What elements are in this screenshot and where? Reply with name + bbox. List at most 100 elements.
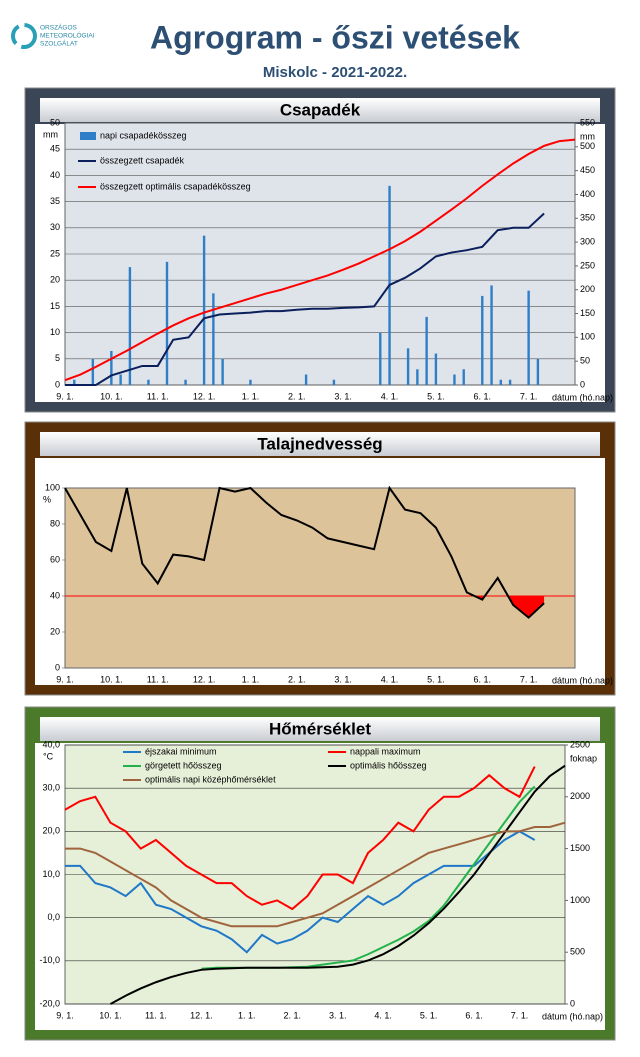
logo-text: METEOROLÓGIAI <box>40 31 95 40</box>
series-line <box>65 212 545 386</box>
y2-tick-label: 500 <box>580 141 595 151</box>
y-tick-label: 20 <box>50 275 60 285</box>
x-tick-label: 2. 1. <box>288 391 306 401</box>
logo-icon <box>11 23 37 49</box>
bar <box>212 293 215 385</box>
plot-area <box>64 487 576 669</box>
y-tick-label: 20,0 <box>42 826 60 836</box>
bar <box>304 374 308 385</box>
y-tick-label: 0 <box>55 662 60 672</box>
chart-title: Csapadék <box>280 100 361 119</box>
bar <box>147 379 150 385</box>
y2-tick-label: 2000 <box>570 791 590 801</box>
bar <box>73 379 76 385</box>
y2-unit: mm <box>580 131 595 141</box>
x-tick-label: 4. 1. <box>374 1010 392 1020</box>
y-tick-label: 45 <box>50 144 60 154</box>
y-tick-label: -20,0 <box>39 998 60 1008</box>
y2-unit: foknap <box>570 753 597 763</box>
page-title: Agrogram - őszi vetések <box>150 19 520 55</box>
x-tick-label: 1. 1. <box>238 1010 256 1020</box>
panel-title-bar <box>40 717 600 741</box>
bar <box>416 369 419 385</box>
y-tick-label: 60 <box>50 554 60 564</box>
series-line <box>64 138 576 382</box>
y-tick-label: 50 <box>50 117 60 127</box>
x-tick-label: 6. 1. <box>474 674 492 684</box>
logo-text: ORSZÁGOS <box>40 23 78 32</box>
x-tick-label: 9. 1. <box>56 391 74 401</box>
chart-title: Talajnedvesség <box>257 434 382 453</box>
y-tick-label: 25 <box>50 248 60 258</box>
x-tick-label: 10. 1. <box>100 391 123 401</box>
bar <box>434 353 438 385</box>
bar <box>119 374 122 385</box>
y-tick-label: 100 <box>45 482 60 492</box>
legend-label: görgetett hőösszeg <box>145 760 222 770</box>
y-tick-label: 30 <box>50 222 60 232</box>
x-tick-label: 7. 1. <box>520 391 538 401</box>
bar <box>425 316 428 385</box>
bar <box>379 332 382 385</box>
y2-tick-label: 450 <box>580 165 595 175</box>
bar <box>536 358 540 385</box>
y-tick-label: 40,0 <box>42 739 60 749</box>
y2-tick-label: 500 <box>570 947 585 957</box>
x-tick-label: 5. 1. <box>420 1010 438 1020</box>
panel-title-bar <box>40 98 600 122</box>
x-tick-label: 5. 1. <box>427 391 445 401</box>
x-tick-label: 3. 1. <box>329 1010 347 1020</box>
y-unit: % <box>43 494 51 504</box>
chart-title: Hőmérséklet <box>269 719 371 738</box>
legend-label: összegzett csapadék <box>100 155 185 165</box>
panel-title-bar <box>40 432 600 456</box>
x-tick-label: 2. 1. <box>288 674 306 684</box>
series-line <box>65 821 566 928</box>
y2-tick-label: 550 <box>580 117 595 127</box>
legend-label: nappali maximum <box>350 746 421 756</box>
y-tick-label: 30,0 <box>42 783 60 793</box>
legend-label: optimális hőösszeg <box>350 760 427 770</box>
bar <box>527 290 530 385</box>
y-tick-label: 20 <box>50 626 60 636</box>
y2-tick-label: 350 <box>580 213 595 223</box>
y-tick-label: 10 <box>50 327 60 337</box>
x-tick-label: 1. 1. <box>242 391 260 401</box>
series-line <box>64 766 536 911</box>
x-tick-label: 7. 1. <box>511 1010 529 1020</box>
y2-tick-label: 2500 <box>570 739 590 749</box>
page-subtitle: Miskolc - 2021-2022. <box>263 64 407 81</box>
bar <box>165 261 169 385</box>
y2-tick-label: 1500 <box>570 843 590 853</box>
y2-tick-label: 100 <box>580 332 595 342</box>
x-tick-label: 11. 1. <box>147 674 169 684</box>
x-tick-label: 7. 1. <box>520 674 538 684</box>
legend-label: napi csapadékösszeg <box>100 130 187 140</box>
bar <box>202 235 206 385</box>
x-tick-label: 9. 1. <box>56 674 74 684</box>
series-line <box>109 764 566 1005</box>
y-tick-label: 80 <box>50 518 60 528</box>
series-line <box>65 830 536 954</box>
y2-tick-label: 400 <box>580 189 595 199</box>
y-tick-label: 40 <box>50 590 60 600</box>
bar <box>462 369 465 385</box>
legend-label: összegzett optimális csapadékösszeg <box>100 181 251 191</box>
x-tick-label: 6. 1. <box>465 1010 483 1020</box>
y2-tick-label: 1000 <box>570 895 590 905</box>
legend-label: éjszakai minimum <box>145 746 217 756</box>
x-tick-label: 11. 1. <box>147 391 169 401</box>
y-tick-label: 0,0 <box>47 912 60 922</box>
y-tick-label: -10,0 <box>39 955 60 965</box>
x-tick-label: 2. 1. <box>284 1010 302 1020</box>
x-tick-label: 12. 1. <box>193 674 216 684</box>
x-tick-label: 9. 1. <box>56 1010 74 1020</box>
x-axis-label: dátum (hó.nap) <box>542 1011 603 1021</box>
x-tick-label: 5. 1. <box>427 674 445 684</box>
y-tick-label: 10,0 <box>42 869 60 879</box>
x-tick-label: 6. 1. <box>474 391 492 401</box>
y-tick-label: 15 <box>50 301 60 311</box>
bar <box>249 379 252 385</box>
legend-swatch <box>80 132 96 140</box>
